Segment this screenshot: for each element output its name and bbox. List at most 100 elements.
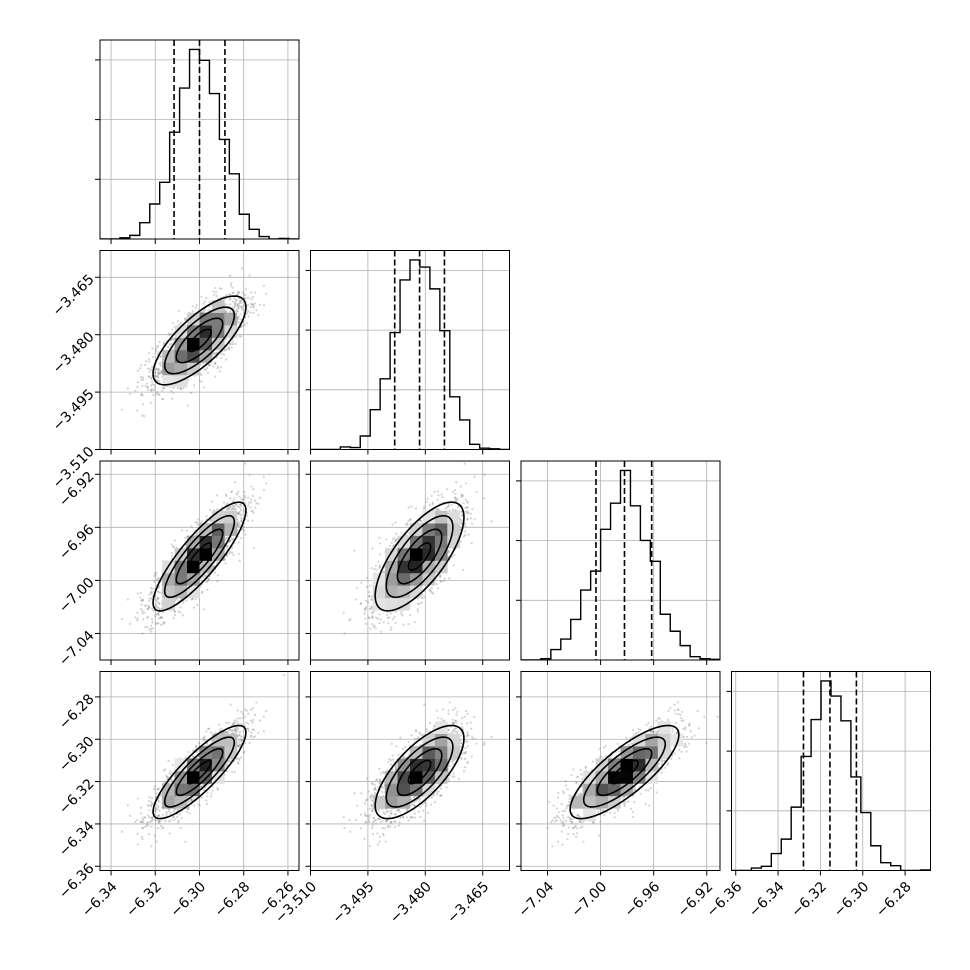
sample-point bbox=[148, 628, 151, 631]
sample-point bbox=[462, 535, 466, 538]
sample-point bbox=[224, 493, 227, 496]
sample-point bbox=[140, 603, 143, 606]
sample-point bbox=[146, 626, 149, 629]
sample-point bbox=[391, 523, 394, 526]
sample-point bbox=[511, 456, 513, 458]
sample-point bbox=[120, 618, 124, 621]
density-cell bbox=[224, 312, 238, 326]
sample-point bbox=[195, 521, 199, 524]
sample-point bbox=[402, 623, 405, 626]
sample-point bbox=[446, 506, 449, 509]
sample-point bbox=[234, 305, 237, 308]
sample-point bbox=[158, 340, 161, 344]
sample-point bbox=[353, 549, 356, 552]
sample-point bbox=[250, 302, 253, 306]
sample-point bbox=[464, 498, 467, 501]
panel-frame bbox=[99, 460, 300, 661]
sample-point bbox=[173, 610, 177, 613]
sample-point bbox=[370, 611, 373, 614]
sample-point bbox=[240, 520, 243, 523]
sample-point bbox=[151, 347, 154, 350]
sample-point bbox=[465, 482, 468, 485]
sample-point bbox=[242, 525, 245, 528]
sample-point bbox=[205, 581, 208, 584]
sample-point bbox=[160, 361, 163, 364]
sample-point bbox=[225, 293, 228, 296]
sample-point bbox=[151, 587, 154, 591]
sample-point bbox=[248, 473, 251, 476]
sample-point bbox=[368, 616, 371, 619]
sample-point bbox=[216, 508, 219, 511]
sample-point bbox=[159, 355, 162, 358]
sample-point bbox=[213, 293, 216, 296]
y-tick-label: −6.96 bbox=[56, 522, 98, 564]
sample-point bbox=[395, 532, 398, 535]
sample-point bbox=[238, 503, 241, 506]
sample-point bbox=[152, 609, 155, 612]
sample-point bbox=[147, 388, 150, 392]
sample-point bbox=[451, 555, 454, 558]
density-panel-2-0: −7.04−7.00−6.96−6.92 bbox=[56, 460, 300, 669]
sample-point bbox=[364, 617, 367, 620]
sample-point bbox=[209, 519, 212, 522]
density-cell bbox=[187, 548, 200, 561]
sample-point bbox=[244, 294, 247, 297]
sample-point bbox=[155, 604, 158, 607]
sample-point bbox=[394, 540, 397, 543]
y-tick-label: −3.495 bbox=[50, 386, 98, 434]
sample-point bbox=[227, 347, 230, 350]
sample-point bbox=[126, 598, 129, 601]
sample-point bbox=[238, 301, 242, 304]
sample-point bbox=[460, 519, 464, 522]
sample-point bbox=[241, 291, 245, 294]
sample-point bbox=[183, 317, 186, 320]
sample-point bbox=[230, 490, 234, 493]
sample-point bbox=[467, 533, 470, 536]
sample-point bbox=[243, 297, 247, 300]
sample-point bbox=[201, 590, 204, 593]
sample-point bbox=[178, 599, 181, 602]
sample-point bbox=[172, 337, 175, 340]
sample-point bbox=[190, 598, 194, 601]
sample-point bbox=[235, 310, 239, 313]
sample-point bbox=[231, 291, 234, 294]
density-panel-1-0: −3.510−3.495−3.480−3.465 bbox=[50, 250, 300, 492]
sample-point bbox=[250, 485, 253, 488]
sample-point bbox=[240, 520, 243, 523]
sample-point bbox=[240, 518, 243, 521]
sample-point bbox=[220, 356, 223, 360]
sample-point bbox=[163, 621, 166, 624]
sample-point bbox=[230, 546, 234, 549]
sample-point bbox=[466, 506, 469, 509]
sample-point bbox=[148, 368, 151, 371]
sample-point bbox=[237, 512, 240, 515]
histogram-1 bbox=[310, 259, 510, 450]
sample-point bbox=[173, 610, 176, 613]
sample-point bbox=[168, 333, 171, 337]
sample-point bbox=[153, 386, 157, 389]
sample-point bbox=[232, 307, 236, 311]
sample-point bbox=[211, 500, 214, 503]
sample-point bbox=[369, 584, 372, 587]
sample-point bbox=[204, 575, 207, 578]
sample-point bbox=[243, 490, 246, 493]
sample-point bbox=[348, 619, 351, 622]
sample-point bbox=[240, 267, 243, 270]
sample-point bbox=[422, 507, 425, 510]
sample-point bbox=[408, 531, 411, 534]
sample-point bbox=[439, 574, 442, 578]
sample-point bbox=[156, 601, 159, 604]
sample-point bbox=[455, 499, 458, 502]
contour-0 bbox=[187, 328, 212, 353]
sample-point bbox=[150, 401, 153, 404]
sample-point bbox=[245, 322, 248, 325]
sample-point bbox=[388, 616, 391, 619]
sample-point bbox=[193, 374, 196, 377]
panel-content bbox=[100, 250, 299, 450]
sample-point bbox=[230, 346, 233, 349]
sample-point bbox=[179, 606, 182, 609]
sample-point bbox=[148, 352, 151, 355]
sample-point bbox=[161, 398, 164, 401]
sample-point bbox=[181, 614, 185, 617]
sample-point bbox=[170, 389, 173, 393]
